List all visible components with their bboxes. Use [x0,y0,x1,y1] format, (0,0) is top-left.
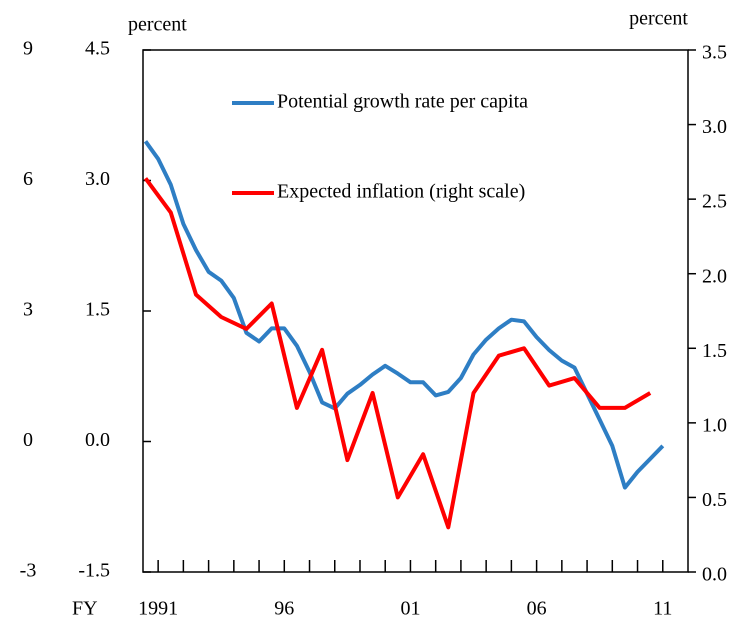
plot-frame [142,49,689,573]
y3-tick-label: 6 [23,168,33,190]
y2-tick-label: 0.0 [702,564,727,586]
y2-tick-label: 2.0 [702,265,727,287]
x-tick-label: 06 [527,598,547,620]
y-tick-label: 3.0 [85,168,110,190]
y-tick-label: 0.0 [85,429,110,451]
x-tick-label: 96 [274,598,294,620]
legend-label: Expected inflation (right scale) [277,181,525,203]
y-axis-label: percent [128,14,187,36]
y-tick-label: 4.5 [85,38,110,60]
x-tick-label: 11 [653,598,672,620]
y3-tick-label: 0 [23,429,33,451]
y2-tick-label: 3.0 [702,116,727,138]
y-tick-label: 1.5 [85,299,110,321]
series-line [143,177,652,530]
legend-label: Potential growth rate per capita [277,91,528,113]
y3-tick-label: -3 [20,560,37,582]
y2-axis-label: percent [629,8,688,30]
y2-tick-label: 3.5 [702,42,727,64]
x-tick-label: 1991 [138,598,178,620]
x-axis-label: FY [72,598,98,620]
y2-tick-label: 0.5 [702,489,727,511]
y2-tick-label: 1.0 [702,414,727,436]
y2-tick-label: 1.5 [702,340,727,362]
y2-tick-label: 2.5 [702,191,727,213]
x-tick-label: 01 [400,598,420,620]
y3-tick-label: 3 [23,299,33,321]
y-tick-label: -1.5 [78,560,110,582]
y3-tick-label: 9 [23,38,33,60]
series-line [143,140,665,490]
